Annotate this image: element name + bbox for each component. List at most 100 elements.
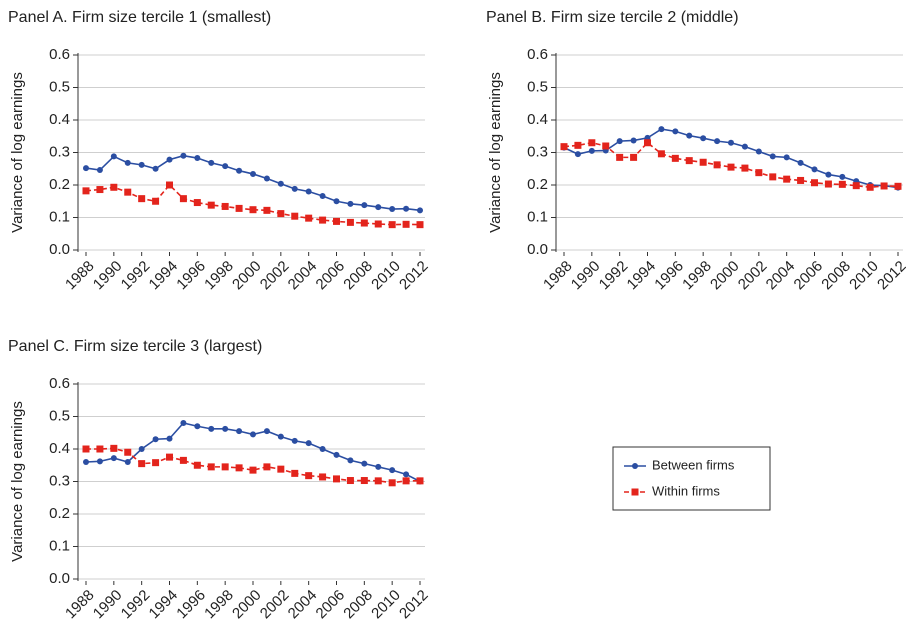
marker [346, 477, 354, 485]
marker [235, 464, 243, 472]
x-tick-label: 1988 [62, 587, 98, 623]
x-tick-label: 2004 [763, 258, 799, 294]
marker [124, 448, 132, 456]
marker [838, 180, 846, 188]
x-tick-label: 2002 [257, 587, 293, 623]
marker [755, 169, 763, 177]
panel: Panel C. Firm size tercile 3 (largest) Va… [8, 338, 432, 622]
x-tick-label: 2000 [229, 587, 265, 623]
marker [124, 188, 132, 196]
marker [249, 466, 257, 474]
marker [166, 156, 173, 163]
marker [602, 142, 610, 150]
marker [152, 459, 160, 467]
marker [741, 164, 749, 172]
y-tick-label: 0.0 [527, 241, 548, 258]
marker [894, 182, 902, 190]
marker [263, 428, 270, 435]
marker [179, 195, 187, 203]
marker [402, 220, 410, 228]
marker [222, 163, 229, 170]
marker [166, 453, 173, 461]
y-tick-label: 0.6 [527, 46, 548, 63]
y-tick-label: 0.1 [527, 208, 548, 225]
marker [346, 218, 354, 226]
y-tick-label: 0.6 [49, 375, 70, 392]
marker [250, 170, 256, 177]
y-tick-label: 0.5 [527, 78, 548, 95]
marker [208, 159, 215, 166]
marker [727, 163, 735, 171]
marker [193, 199, 201, 207]
marker [866, 183, 874, 191]
marker [277, 210, 285, 218]
marker [616, 153, 624, 161]
marker [825, 171, 832, 178]
panel: Panel A. Firm size tercile 1 (smallest) V… [8, 9, 432, 293]
marker [96, 458, 103, 465]
marker [574, 151, 581, 158]
marker [728, 139, 734, 146]
marker [180, 152, 187, 159]
y-tick-label: 0.2 [49, 176, 70, 193]
marker [263, 463, 271, 471]
legend-label: Within firms [652, 483, 720, 498]
marker [700, 135, 707, 142]
marker [375, 204, 382, 211]
marker [347, 200, 354, 207]
marker [658, 126, 665, 133]
x-tick-label: 2000 [229, 258, 265, 294]
x-tick-label: 2012 [396, 587, 432, 623]
marker [630, 153, 638, 161]
marker [110, 455, 117, 462]
marker [124, 159, 131, 166]
marker [672, 128, 679, 135]
y-tick-label: 0.3 [49, 472, 70, 489]
marker [166, 181, 173, 189]
x-tick-label: 2002 [735, 258, 771, 294]
y-axis-label: Variance of log earnings [9, 72, 26, 233]
series-line [85, 183, 421, 226]
marker [194, 155, 201, 162]
marker [630, 137, 637, 144]
marker [360, 477, 368, 485]
marker [138, 195, 146, 203]
marker [361, 202, 368, 209]
marker [305, 472, 313, 480]
marker [333, 475, 340, 483]
y-tick-label: 0.4 [49, 111, 70, 128]
marker [152, 165, 159, 172]
x-tick-label: 2006 [313, 258, 349, 294]
legend: Between firms Within firms [612, 446, 771, 511]
marker [388, 479, 396, 487]
marker [333, 217, 340, 225]
marker [783, 175, 791, 183]
y-tick-label: 0.0 [49, 241, 70, 258]
x-tick-label: 1994 [146, 258, 182, 294]
y-tick-label: 0.4 [49, 440, 70, 457]
marker [124, 459, 131, 465]
marker [374, 477, 382, 485]
y-axis-label: Variance of log earnings [9, 401, 26, 562]
marker [769, 153, 776, 160]
marker [319, 446, 326, 452]
series-line [563, 128, 899, 189]
marker [82, 445, 90, 453]
x-tick-label: 2002 [257, 258, 293, 294]
x-tick-label: 2006 [791, 258, 827, 294]
marker [179, 456, 187, 464]
marker [560, 143, 568, 151]
x-tick-label: 2012 [874, 258, 906, 294]
x-tick-label: 1996 [173, 258, 209, 294]
x-tick-label: 1992 [118, 587, 154, 623]
marker [319, 193, 326, 200]
marker [138, 446, 145, 452]
marker [236, 428, 243, 435]
marker [319, 216, 327, 224]
marker [249, 206, 257, 214]
marker [263, 206, 271, 214]
x-tick-label: 2012 [396, 258, 432, 294]
y-tick-label: 0.1 [49, 537, 70, 554]
x-tick-label: 1990 [90, 258, 126, 294]
